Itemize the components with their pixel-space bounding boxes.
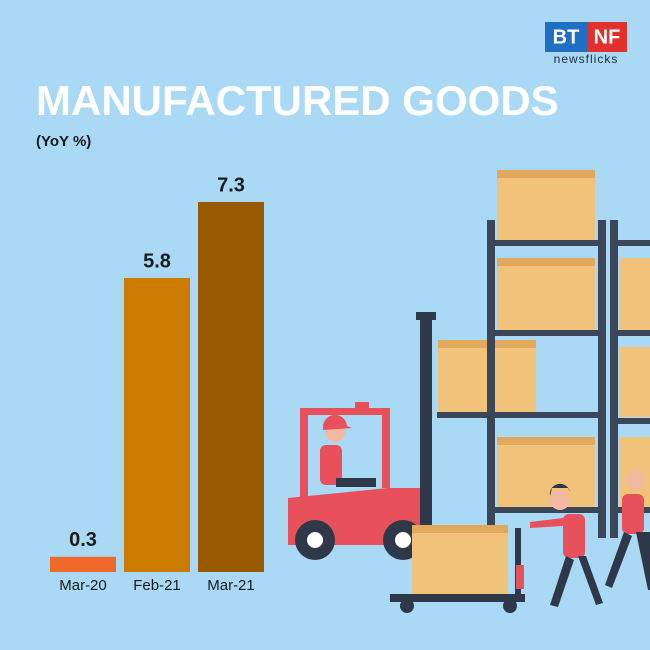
logo: BT NF newsflicks (545, 22, 627, 66)
bar (50, 556, 116, 572)
logo-right-box (587, 22, 627, 52)
chart-subtitle: (YoY %) (36, 133, 91, 150)
x-tick-label: Mar-21 (207, 577, 255, 594)
bar (198, 202, 264, 572)
value-label: 7.3 (217, 174, 245, 196)
bar (124, 278, 190, 572)
chart-title: MANUFACTURED GOODS (36, 77, 559, 124)
value-label: 5.8 (143, 250, 171, 272)
logo-left-box (545, 22, 587, 52)
logo-left: BT (553, 26, 580, 48)
x-tick-label: Mar-20 (59, 577, 107, 594)
value-label: 0.3 (69, 529, 97, 551)
illustration (288, 170, 650, 613)
x-tick-label: Feb-21 (133, 577, 181, 594)
logo-tagline: newsflicks (554, 52, 619, 66)
logo-right: NF (594, 26, 621, 48)
